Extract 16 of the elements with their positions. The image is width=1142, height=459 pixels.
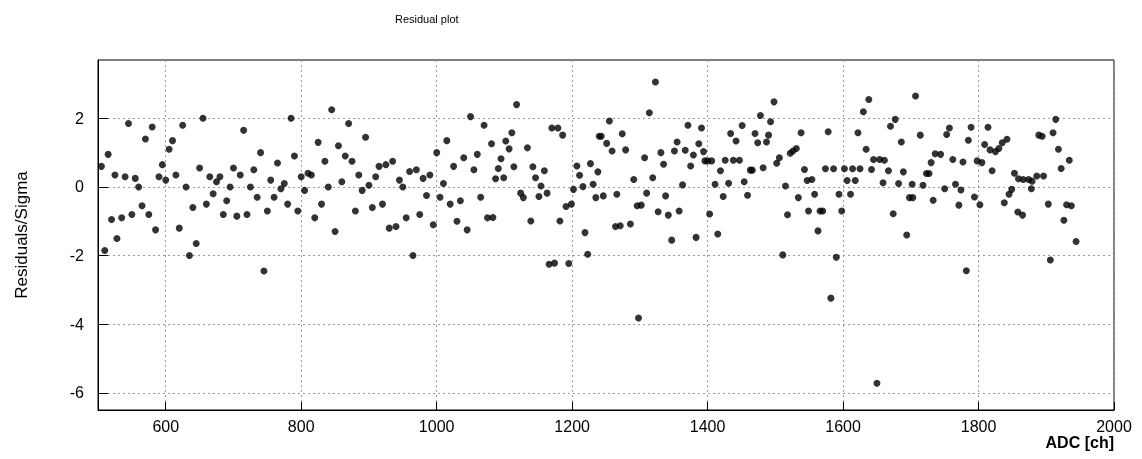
x-tick-label: 800 (287, 417, 315, 435)
x-tick-label: 1800 (960, 417, 997, 435)
y-axis-title: Residuals/Sigma (12, 170, 31, 299)
y-tick-label: 0 (75, 178, 85, 196)
x-tick-label: 1400 (689, 417, 726, 435)
y-tick-label: 2 (75, 109, 85, 127)
y-tick-label: -6 (69, 384, 85, 402)
x-tick-label: 1600 (825, 417, 861, 435)
x-tick-label: 2000 (1096, 417, 1132, 435)
x-tick-label: 1200 (554, 417, 591, 435)
y-tick-label: -4 (69, 315, 85, 333)
chart-title: Residual plot (395, 12, 459, 25)
x-tick-label: 1000 (418, 417, 455, 435)
x-tick-label: 600 (152, 417, 180, 435)
x-axis-title: ADC [ch] (1045, 433, 1114, 451)
y-tick-label: -2 (69, 247, 85, 265)
